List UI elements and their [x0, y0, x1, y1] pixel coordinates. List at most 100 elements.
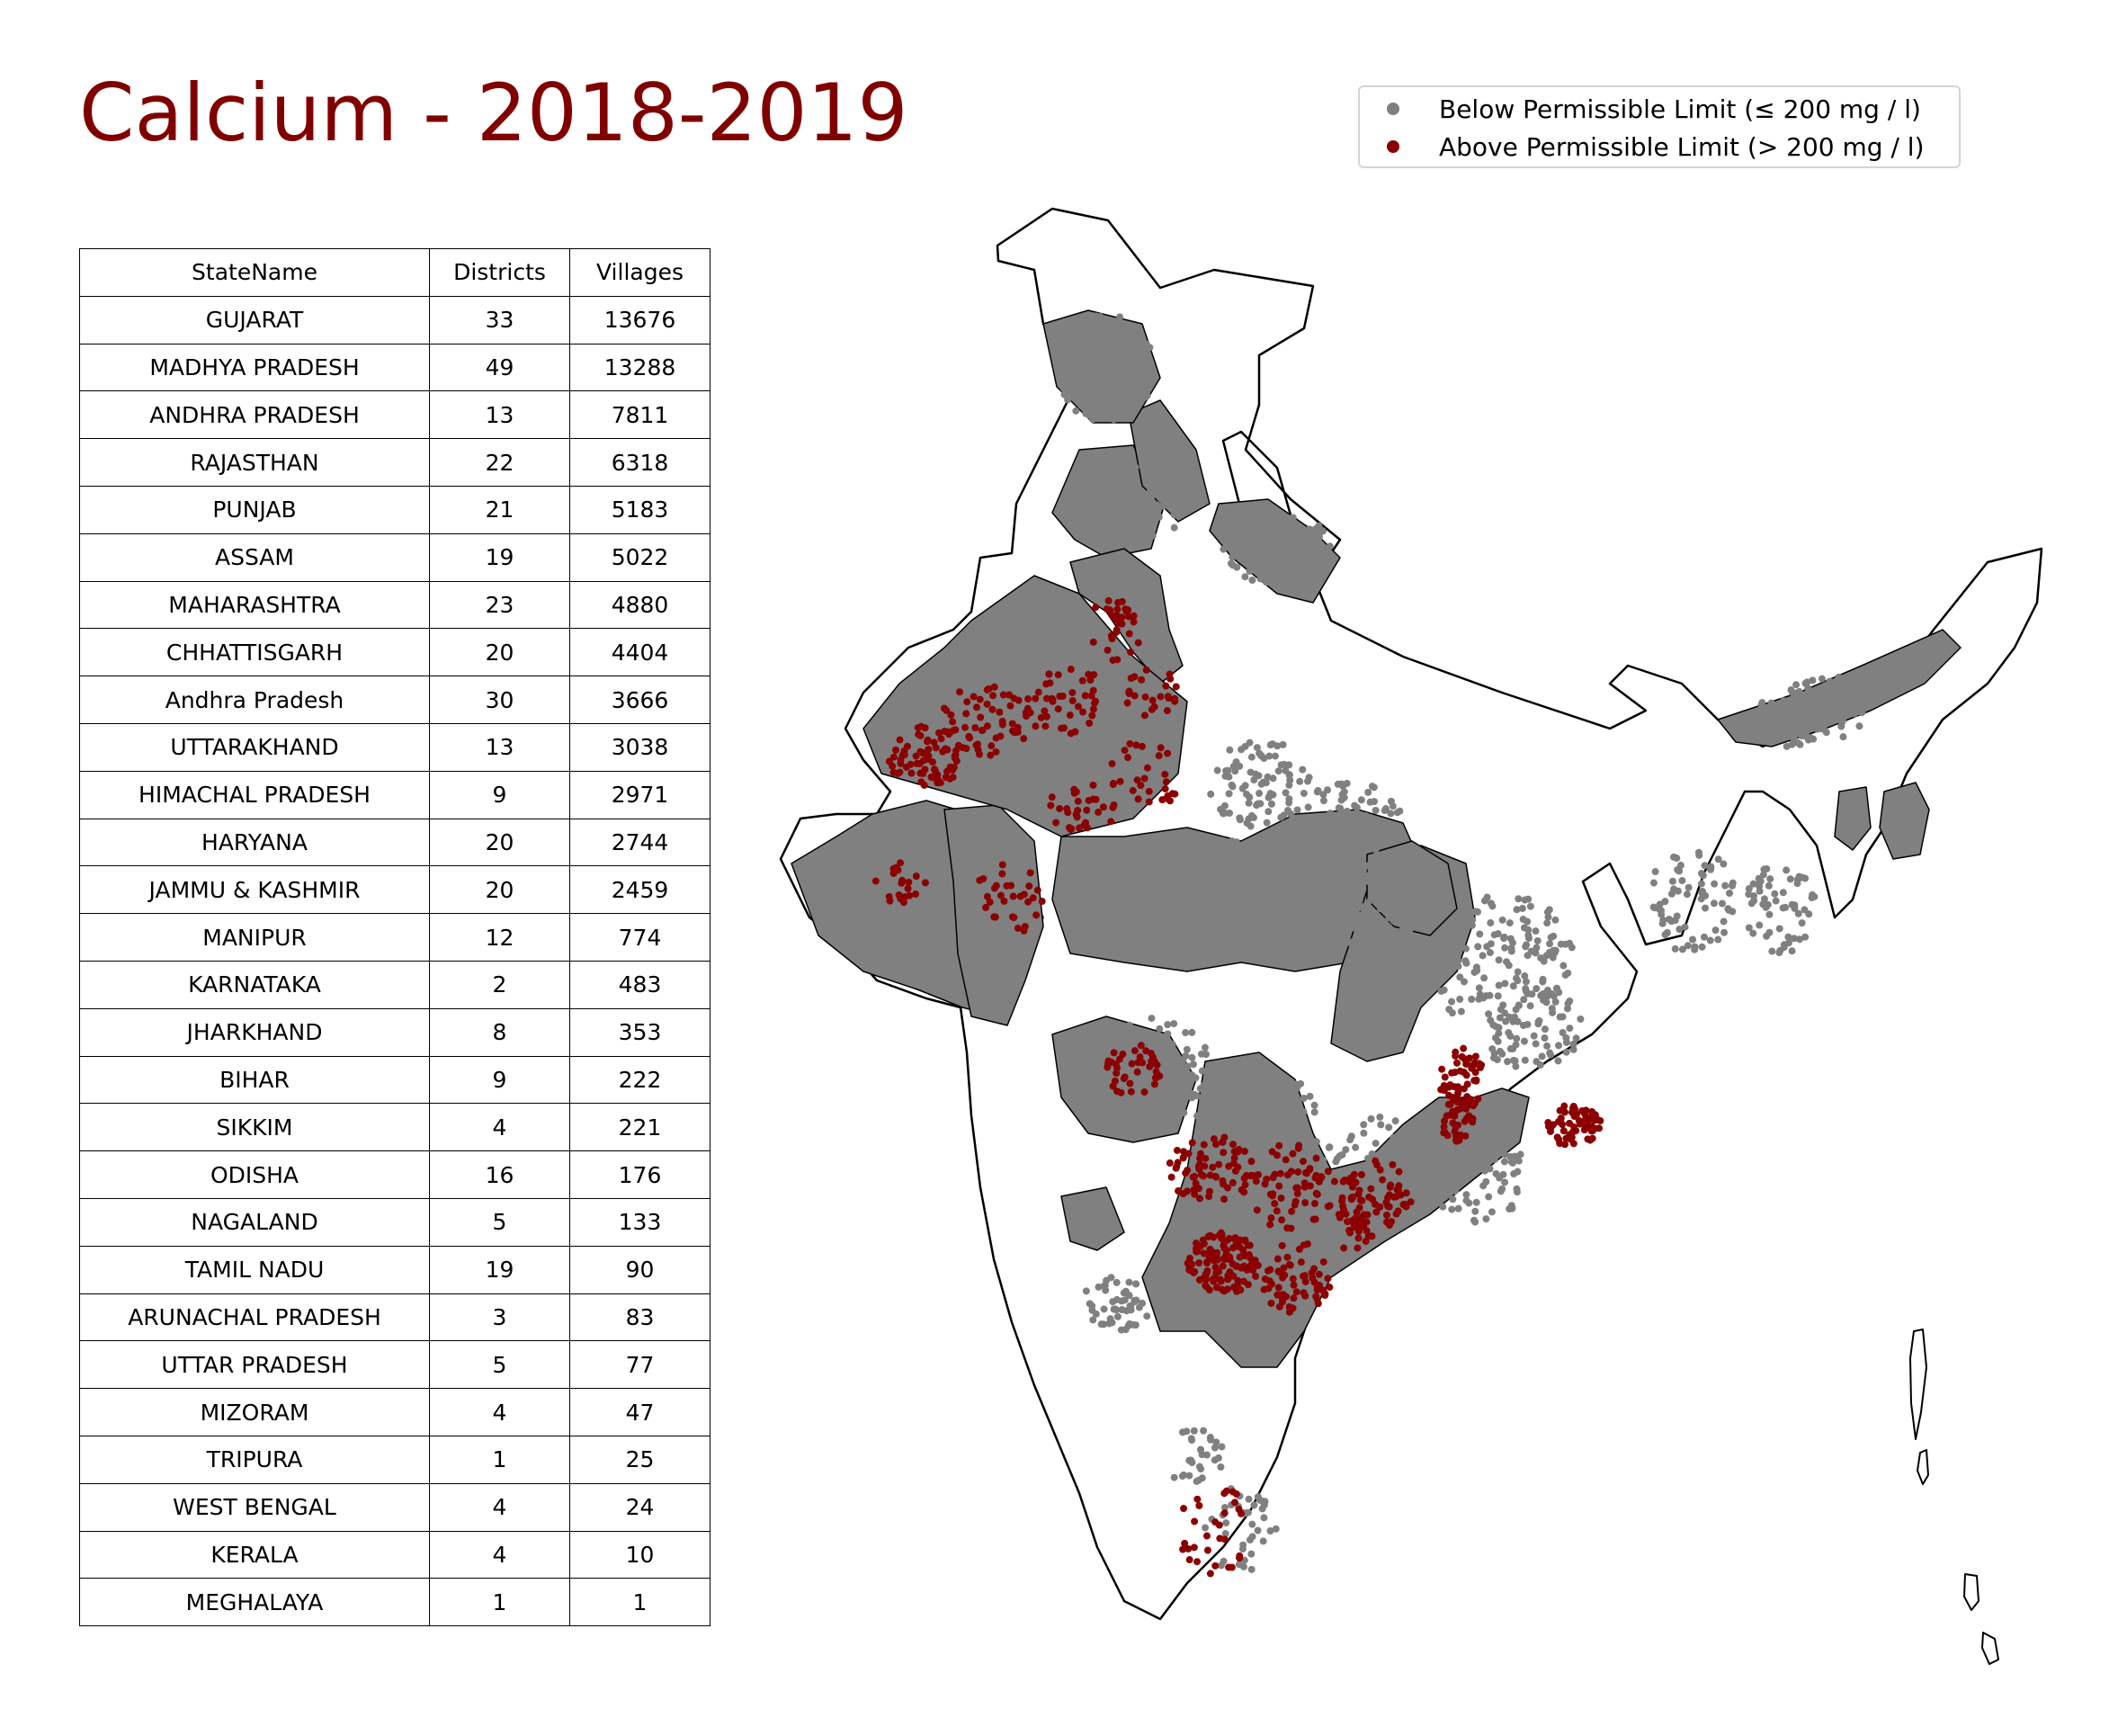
table-row: Andhra Pradesh 30 3666	[79, 676, 710, 724]
districts-cell: 23	[429, 580, 570, 630]
above-limit-point	[1273, 1151, 1282, 1159]
above-limit-point	[1225, 1235, 1233, 1243]
below-limit-point	[1304, 803, 1312, 811]
above-limit-point	[1240, 1188, 1248, 1196]
below-limit-point	[1347, 867, 1355, 875]
above-limit-point	[1462, 1071, 1470, 1079]
below-limit-point	[995, 658, 1003, 666]
below-limit-point	[1068, 370, 1076, 378]
below-limit-point	[1376, 1113, 1384, 1121]
below-limit-point	[1122, 1326, 1130, 1334]
below-limit-point	[1211, 1456, 1219, 1464]
below-limit-point	[1790, 935, 1798, 943]
below-limit-point	[1275, 511, 1283, 519]
above-limit-point	[1195, 1195, 1203, 1203]
below-limit-point	[1249, 876, 1257, 884]
below-limit-point	[1204, 1075, 1212, 1083]
villages-cell: 47	[569, 1388, 710, 1436]
above-limit-point	[1104, 646, 1112, 654]
below-limit-point	[1454, 962, 1462, 971]
below-limit-point	[1784, 933, 1792, 941]
below-limit-point	[1416, 1176, 1425, 1184]
below-limit-point	[1767, 699, 1775, 707]
above-limit-point	[1179, 1190, 1187, 1198]
below-limit-point	[1118, 1297, 1126, 1305]
above-limit-point	[1163, 707, 1171, 715]
table-row: HIMACHAL PRADESH 9 2971	[79, 770, 710, 819]
below-limit-point	[1155, 513, 1163, 521]
above-limit-point	[1185, 1556, 1193, 1564]
above-limit-point	[1202, 1154, 1210, 1162]
villages-cell: 4880	[569, 580, 710, 630]
below-limit-point	[1042, 631, 1050, 640]
villages-cell: 25	[569, 1435, 710, 1484]
above-limit-point	[1314, 1300, 1322, 1308]
below-limit-point	[1189, 1060, 1197, 1069]
below-limit-point	[1274, 767, 1282, 775]
below-limit-point	[1247, 562, 1256, 570]
below-limit-point	[1359, 842, 1367, 850]
above-limit-point	[1289, 1150, 1297, 1158]
below-limit-point	[1251, 542, 1259, 550]
below-limit-point	[1001, 664, 1009, 672]
below-limit-point	[1489, 1021, 1497, 1029]
below-limit-point	[1449, 1166, 1457, 1174]
above-limit-point	[1108, 635, 1116, 643]
below-limit-point	[1801, 933, 1810, 941]
table-row: MADHYA PRADESH 49 13288	[79, 343, 710, 392]
below-limit-point	[1110, 495, 1118, 503]
below-limit-point	[1822, 729, 1830, 737]
above-limit-point	[1224, 1271, 1232, 1279]
below-limit-point	[1229, 924, 1237, 932]
above-limit-point	[925, 745, 933, 753]
below-limit-point	[1804, 716, 1812, 724]
below-limit-point	[1372, 839, 1380, 847]
below-limit-point	[1299, 532, 1307, 540]
below-limit-point	[1263, 1123, 1271, 1131]
above-limit-points	[871, 596, 1604, 1578]
above-limit-point	[1247, 1158, 1256, 1166]
above-limit-point	[1071, 728, 1079, 736]
below-limit-point	[1072, 612, 1080, 620]
manipur-shape	[1879, 782, 1930, 860]
above-limit-point	[1024, 898, 1032, 906]
below-limit-point	[1225, 790, 1233, 798]
below-limit-point	[1490, 1050, 1498, 1058]
below-limit-point	[1150, 884, 1158, 892]
below-limit-point	[1265, 752, 1273, 760]
below-limit-point	[1176, 1105, 1184, 1114]
below-limit-point	[1265, 520, 1273, 528]
below-limit-point	[1389, 890, 1397, 899]
below-limit-point	[1221, 855, 1229, 864]
above-limit-point	[1354, 1234, 1363, 1242]
villages-cell: 133	[569, 1197, 710, 1247]
below-limit-point	[1229, 528, 1238, 536]
below-limit-point	[1405, 927, 1413, 935]
below-limit-point	[1501, 944, 1509, 952]
districts-cell: 1	[429, 1435, 570, 1484]
below-limit-point	[1226, 809, 1234, 817]
above-limit-point	[1292, 1288, 1300, 1296]
below-limit-point	[1116, 313, 1124, 321]
above-limit-point	[1190, 1186, 1198, 1194]
below-limit-point	[1156, 850, 1164, 858]
above-limit-point	[1277, 1292, 1285, 1300]
below-limit-point	[1763, 932, 1771, 940]
below-limit-point	[1205, 884, 1213, 892]
below-limit-point	[1577, 1015, 1585, 1023]
below-limit-point	[1357, 796, 1365, 804]
above-limit-point	[1595, 1124, 1604, 1132]
above-limit-point	[952, 726, 960, 734]
below-limit-point	[1089, 1316, 1097, 1324]
below-limit-point	[1835, 673, 1843, 681]
above-limit-point	[932, 744, 940, 752]
below-limit-point	[1303, 1130, 1311, 1138]
villages-cell: 2744	[569, 818, 710, 867]
below-limit-point	[1148, 1100, 1157, 1108]
above-limit-point	[1148, 696, 1157, 704]
below-limit-point	[1786, 875, 1794, 883]
below-limit-point	[1127, 476, 1135, 484]
above-limit-point	[1474, 1095, 1482, 1103]
below-limit-point	[1187, 893, 1195, 901]
above-limit-point	[1446, 1081, 1454, 1089]
